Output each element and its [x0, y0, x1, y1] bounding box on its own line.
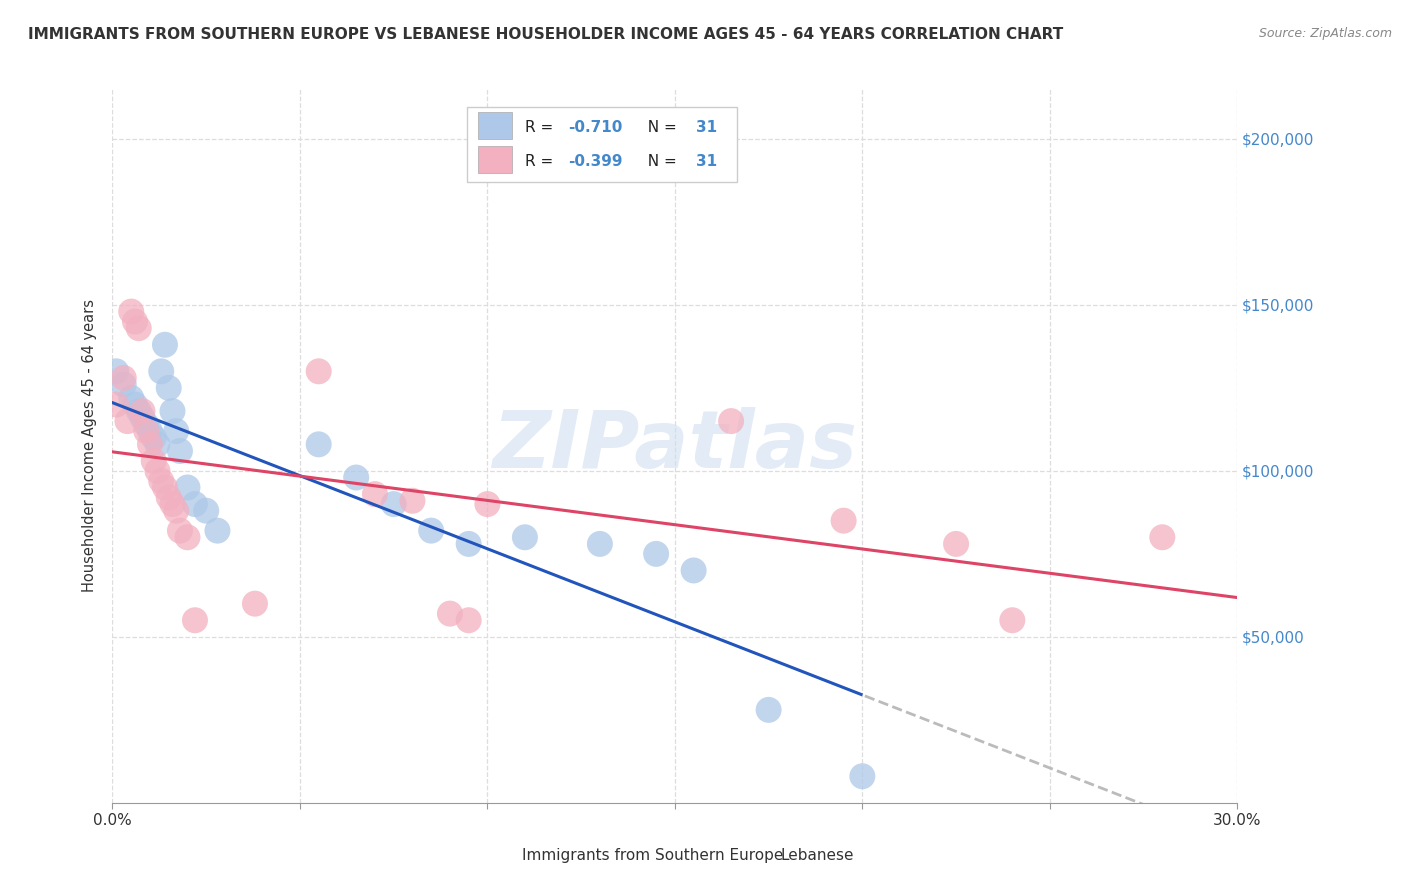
Point — [146, 464, 169, 478]
Point — [139, 424, 162, 438]
Y-axis label: Householder Income Ages 45 - 64 years: Householder Income Ages 45 - 64 years — [82, 300, 97, 592]
Point — [150, 364, 173, 378]
Point — [184, 497, 207, 511]
FancyBboxPatch shape — [484, 842, 513, 869]
Point — [851, 769, 873, 783]
Text: R =: R = — [526, 154, 558, 169]
Text: Source: ZipAtlas.com: Source: ZipAtlas.com — [1258, 27, 1392, 40]
Point — [420, 524, 443, 538]
Point — [112, 371, 135, 385]
Point — [457, 537, 479, 551]
Point — [120, 304, 142, 318]
Point — [128, 404, 150, 418]
Point — [165, 424, 187, 438]
Text: Immigrants from Southern Europe: Immigrants from Southern Europe — [522, 848, 783, 863]
Point — [157, 491, 180, 505]
Point — [139, 437, 162, 451]
Point — [207, 524, 229, 538]
Point — [165, 504, 187, 518]
Point — [153, 338, 176, 352]
Text: 31: 31 — [696, 154, 717, 169]
Point — [135, 417, 157, 432]
Point — [124, 314, 146, 328]
Text: N =: N = — [638, 154, 682, 169]
Text: -0.399: -0.399 — [568, 154, 623, 169]
Text: -0.710: -0.710 — [568, 120, 623, 135]
Point — [150, 474, 173, 488]
Text: Lebanese: Lebanese — [780, 848, 853, 863]
Point — [720, 414, 742, 428]
Point — [162, 404, 184, 418]
Text: IMMIGRANTS FROM SOUTHERN EUROPE VS LEBANESE HOUSEHOLDER INCOME AGES 45 - 64 YEAR: IMMIGRANTS FROM SOUTHERN EUROPE VS LEBAN… — [28, 27, 1063, 42]
Text: N =: N = — [638, 120, 682, 135]
Text: ZIPatlas: ZIPatlas — [492, 407, 858, 485]
Point — [382, 497, 405, 511]
Point — [308, 437, 330, 451]
Point — [157, 381, 180, 395]
Point — [682, 564, 704, 578]
Point — [195, 504, 218, 518]
Point — [131, 410, 153, 425]
Point — [169, 444, 191, 458]
FancyBboxPatch shape — [467, 107, 737, 182]
Point — [128, 321, 150, 335]
FancyBboxPatch shape — [478, 112, 512, 139]
Point — [146, 437, 169, 451]
Point — [120, 391, 142, 405]
Point — [153, 481, 176, 495]
Point — [131, 404, 153, 418]
Point — [176, 481, 198, 495]
Text: 31: 31 — [696, 120, 717, 135]
Point — [1001, 613, 1024, 627]
Point — [457, 613, 479, 627]
Point — [169, 524, 191, 538]
Point — [105, 364, 128, 378]
Point — [184, 613, 207, 627]
Point — [142, 454, 165, 468]
Point — [1152, 530, 1174, 544]
Point — [645, 547, 668, 561]
Point — [513, 530, 536, 544]
Point — [124, 397, 146, 411]
Point — [117, 414, 139, 428]
Point — [758, 703, 780, 717]
Point — [142, 431, 165, 445]
Point — [105, 397, 128, 411]
FancyBboxPatch shape — [478, 146, 512, 173]
FancyBboxPatch shape — [742, 842, 772, 869]
Point — [589, 537, 612, 551]
Point — [439, 607, 461, 621]
Point — [162, 497, 184, 511]
Text: R =: R = — [526, 120, 558, 135]
Point — [176, 530, 198, 544]
Point — [112, 377, 135, 392]
Point — [401, 493, 423, 508]
Point — [243, 597, 266, 611]
Point — [135, 424, 157, 438]
Point — [945, 537, 967, 551]
Point — [308, 364, 330, 378]
Point — [832, 514, 855, 528]
Point — [364, 487, 387, 501]
Point — [344, 470, 367, 484]
Point — [477, 497, 499, 511]
